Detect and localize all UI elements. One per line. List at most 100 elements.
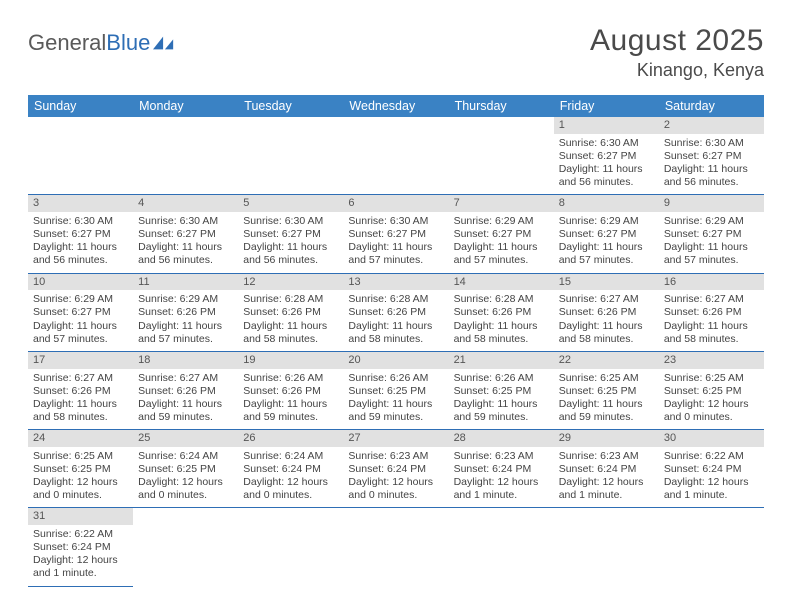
sunrise-text: Sunrise: 6:23 AM <box>559 450 654 463</box>
sunset-text: Sunset: 6:27 PM <box>243 228 338 241</box>
daylight-text: Daylight: 11 hours and 58 minutes. <box>348 320 443 346</box>
sunset-text: Sunset: 6:26 PM <box>454 306 549 319</box>
day-body-cell: Sunrise: 6:25 AMSunset: 6:25 PMDaylight:… <box>28 447 133 508</box>
weekday-header-row: Sunday Monday Tuesday Wednesday Thursday… <box>28 95 764 117</box>
weekday-header: Thursday <box>449 95 554 117</box>
day-body-cell <box>133 525 238 586</box>
sunrise-text: Sunrise: 6:30 AM <box>664 137 759 150</box>
day-number-cell: 26 <box>238 430 343 447</box>
sunrise-text: Sunrise: 6:23 AM <box>348 450 443 463</box>
sunset-text: Sunset: 6:27 PM <box>348 228 443 241</box>
daylight-text: Daylight: 11 hours and 56 minutes. <box>138 241 233 267</box>
sunset-text: Sunset: 6:25 PM <box>454 385 549 398</box>
sunrise-text: Sunrise: 6:22 AM <box>664 450 759 463</box>
day-body-cell <box>133 134 238 195</box>
day-number-cell: 29 <box>554 430 659 447</box>
logo-text-b: Blue <box>106 30 150 56</box>
sunset-text: Sunset: 6:24 PM <box>348 463 443 476</box>
day-number-cell: 1 <box>554 117 659 134</box>
day-number-cell <box>343 117 448 134</box>
sail-icon <box>153 36 175 50</box>
weekday-header: Monday <box>133 95 238 117</box>
day-number-cell: 17 <box>28 351 133 368</box>
day-body-cell: Sunrise: 6:26 AMSunset: 6:25 PMDaylight:… <box>343 369 448 430</box>
daylight-text: Daylight: 11 hours and 57 minutes. <box>454 241 549 267</box>
daylight-text: Daylight: 12 hours and 1 minute. <box>664 476 759 502</box>
sunrise-text: Sunrise: 6:24 AM <box>138 450 233 463</box>
day-number-cell: 23 <box>659 351 764 368</box>
day-body-cell: Sunrise: 6:27 AMSunset: 6:26 PMDaylight:… <box>659 290 764 351</box>
weekday-header: Tuesday <box>238 95 343 117</box>
sunset-text: Sunset: 6:25 PM <box>559 385 654 398</box>
daylight-text: Daylight: 11 hours and 59 minutes. <box>243 398 338 424</box>
day-number-cell: 14 <box>449 273 554 290</box>
sunset-text: Sunset: 6:24 PM <box>559 463 654 476</box>
day-number-cell: 22 <box>554 351 659 368</box>
day-body-cell <box>238 525 343 586</box>
daylight-text: Daylight: 11 hours and 57 minutes. <box>664 241 759 267</box>
day-number-cell: 28 <box>449 430 554 447</box>
daylight-text: Daylight: 11 hours and 58 minutes. <box>454 320 549 346</box>
day-number-cell <box>343 508 448 525</box>
day-number-cell <box>449 117 554 134</box>
sunset-text: Sunset: 6:26 PM <box>243 306 338 319</box>
day-number-cell: 20 <box>343 351 448 368</box>
calendar-table: Sunday Monday Tuesday Wednesday Thursday… <box>28 95 764 587</box>
day-number-cell: 21 <box>449 351 554 368</box>
sunset-text: Sunset: 6:27 PM <box>559 228 654 241</box>
day-number-cell: 2 <box>659 117 764 134</box>
day-body-cell: Sunrise: 6:30 AMSunset: 6:27 PMDaylight:… <box>554 134 659 195</box>
day-number-cell <box>238 508 343 525</box>
day-body-cell: Sunrise: 6:29 AMSunset: 6:27 PMDaylight:… <box>659 212 764 273</box>
day-number-cell: 27 <box>343 430 448 447</box>
day-body-cell: Sunrise: 6:28 AMSunset: 6:26 PMDaylight:… <box>238 290 343 351</box>
day-body-row: Sunrise: 6:22 AMSunset: 6:24 PMDaylight:… <box>28 525 764 586</box>
day-body-cell: Sunrise: 6:26 AMSunset: 6:25 PMDaylight:… <box>449 369 554 430</box>
day-number-cell: 5 <box>238 195 343 212</box>
day-body-cell: Sunrise: 6:29 AMSunset: 6:27 PMDaylight:… <box>28 290 133 351</box>
day-number-cell: 12 <box>238 273 343 290</box>
daylight-text: Daylight: 11 hours and 57 minutes. <box>348 241 443 267</box>
day-body-cell: Sunrise: 6:28 AMSunset: 6:26 PMDaylight:… <box>343 290 448 351</box>
sunset-text: Sunset: 6:26 PM <box>559 306 654 319</box>
day-number-cell: 4 <box>133 195 238 212</box>
daylight-text: Daylight: 12 hours and 0 minutes. <box>33 476 128 502</box>
day-body-row: Sunrise: 6:30 AMSunset: 6:27 PMDaylight:… <box>28 134 764 195</box>
daylight-text: Daylight: 11 hours and 58 minutes. <box>33 398 128 424</box>
sunset-text: Sunset: 6:27 PM <box>559 150 654 163</box>
sunset-text: Sunset: 6:25 PM <box>33 463 128 476</box>
day-number-cell <box>449 508 554 525</box>
day-number-cell <box>659 508 764 525</box>
daylight-text: Daylight: 11 hours and 59 minutes. <box>348 398 443 424</box>
day-number-row: 31 <box>28 508 764 525</box>
sunrise-text: Sunrise: 6:29 AM <box>138 293 233 306</box>
sunrise-text: Sunrise: 6:30 AM <box>33 215 128 228</box>
day-body-cell <box>238 134 343 195</box>
sunset-text: Sunset: 6:27 PM <box>138 228 233 241</box>
sunset-text: Sunset: 6:25 PM <box>664 385 759 398</box>
sunset-text: Sunset: 6:27 PM <box>454 228 549 241</box>
sunset-text: Sunset: 6:24 PM <box>33 541 128 554</box>
day-body-cell <box>28 134 133 195</box>
sunrise-text: Sunrise: 6:29 AM <box>559 215 654 228</box>
daylight-text: Daylight: 12 hours and 0 minutes. <box>138 476 233 502</box>
day-number-row: 10111213141516 <box>28 273 764 290</box>
sunrise-text: Sunrise: 6:27 AM <box>33 372 128 385</box>
daylight-text: Daylight: 12 hours and 1 minute. <box>33 554 128 580</box>
sunrise-text: Sunrise: 6:22 AM <box>33 528 128 541</box>
day-body-cell: Sunrise: 6:27 AMSunset: 6:26 PMDaylight:… <box>28 369 133 430</box>
day-body-cell: Sunrise: 6:30 AMSunset: 6:27 PMDaylight:… <box>238 212 343 273</box>
sunrise-text: Sunrise: 6:25 AM <box>559 372 654 385</box>
day-body-row: Sunrise: 6:25 AMSunset: 6:25 PMDaylight:… <box>28 447 764 508</box>
day-number-cell: 24 <box>28 430 133 447</box>
day-body-cell: Sunrise: 6:29 AMSunset: 6:26 PMDaylight:… <box>133 290 238 351</box>
day-body-row: Sunrise: 6:29 AMSunset: 6:27 PMDaylight:… <box>28 290 764 351</box>
sunrise-text: Sunrise: 6:27 AM <box>559 293 654 306</box>
daylight-text: Daylight: 11 hours and 56 minutes. <box>33 241 128 267</box>
sunrise-text: Sunrise: 6:28 AM <box>348 293 443 306</box>
day-body-cell <box>659 525 764 586</box>
day-number-cell <box>28 117 133 134</box>
daylight-text: Daylight: 12 hours and 0 minutes. <box>664 398 759 424</box>
daylight-text: Daylight: 12 hours and 0 minutes. <box>243 476 338 502</box>
day-body-cell: Sunrise: 6:30 AMSunset: 6:27 PMDaylight:… <box>659 134 764 195</box>
